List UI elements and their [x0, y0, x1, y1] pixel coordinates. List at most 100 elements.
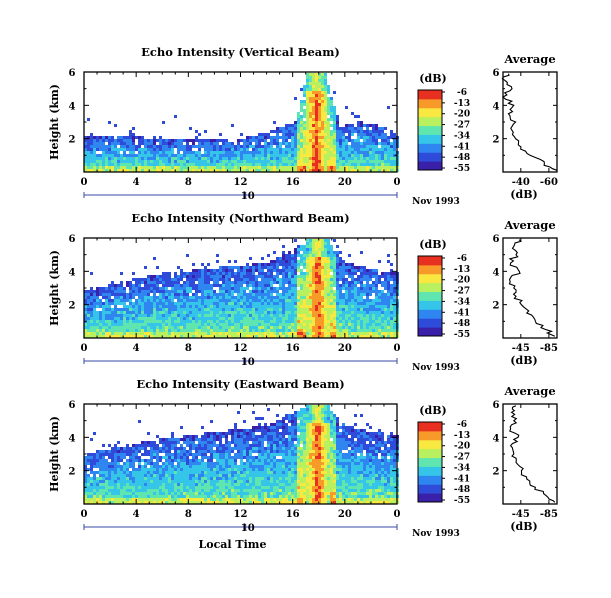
heatmap-cell	[120, 272, 123, 275]
heatmap-cell	[306, 79, 309, 82]
heatmap-cell	[225, 332, 228, 335]
heatmap-cell	[192, 163, 195, 166]
heatmap-cell	[303, 263, 306, 266]
heatmap-cell	[252, 311, 255, 314]
heatmap-cell	[96, 498, 99, 501]
heatmap-cell	[162, 495, 165, 498]
heatmap-cell	[150, 145, 153, 148]
heatmap-cell	[108, 317, 111, 320]
heatmap-cell	[390, 299, 393, 302]
heatmap-cell	[276, 296, 279, 299]
heatmap-cell	[102, 495, 105, 498]
heatmap-cell	[273, 251, 276, 254]
heatmap-cell	[117, 456, 120, 459]
heatmap-cell	[177, 480, 180, 483]
heatmap-cell	[306, 248, 309, 251]
heatmap-cell	[102, 320, 105, 323]
panel-0: Echo Intensity (Vertical Beam)0 4 8 12 16 20 0…	[48, 45, 558, 207]
heatmap-cell	[363, 169, 366, 172]
heatmap-cell	[372, 169, 375, 172]
heatmap-cell	[180, 471, 183, 474]
heatmap-cell	[282, 130, 285, 133]
heatmap-cell	[231, 284, 234, 287]
heatmap-cell	[216, 169, 219, 172]
heatmap-cell	[150, 483, 153, 486]
heatmap-cell	[333, 251, 336, 254]
heatmap-cell	[168, 148, 171, 151]
heatmap-cell	[210, 299, 213, 302]
heatmap-cell	[309, 103, 312, 106]
heatmap-cell	[207, 154, 210, 157]
heatmap-cell	[297, 293, 300, 296]
heatmap-cell	[339, 332, 342, 335]
heatmap-cell	[300, 320, 303, 323]
heatmap-cell	[174, 498, 177, 501]
heatmap-cell	[144, 311, 147, 314]
heatmap-cell	[276, 275, 279, 278]
heatmap-cell	[330, 97, 333, 100]
heatmap-cell	[141, 486, 144, 489]
heatmap-cell	[105, 471, 108, 474]
heatmap-cell	[273, 314, 276, 317]
heatmap-cell	[333, 124, 336, 127]
heatmap-cell	[225, 142, 228, 145]
heatmap-cell	[261, 272, 264, 275]
heatmap-cell	[279, 317, 282, 320]
heatmap-cell	[165, 459, 168, 462]
heatmap-cell	[165, 335, 168, 338]
heatmap-cell	[243, 314, 246, 317]
heatmap-cell	[153, 450, 156, 453]
heatmap-cell	[318, 329, 321, 332]
heatmap-cell	[180, 284, 183, 287]
heatmap-cell	[309, 130, 312, 133]
heatmap-cell	[198, 320, 201, 323]
heatmap-cell	[153, 148, 156, 151]
heatmap-cell	[180, 323, 183, 326]
panel-title: Echo Intensity (Eastward Beam)	[136, 377, 344, 391]
heatmap-cell	[213, 311, 216, 314]
heatmap-cell	[213, 272, 216, 275]
heatmap-cell	[156, 501, 159, 504]
heatmap-cell	[378, 136, 381, 139]
heatmap-cell	[216, 320, 219, 323]
heatmap-cell	[162, 311, 165, 314]
colorbar-segment	[418, 273, 442, 284]
heatmap-cell	[141, 444, 144, 447]
heatmap-cell	[219, 275, 222, 278]
heatmap-cell	[165, 323, 168, 326]
heatmap-cell	[87, 332, 90, 335]
heatmap-cell	[189, 438, 192, 441]
heatmap-cell	[324, 314, 327, 317]
heatmap-cell	[339, 317, 342, 320]
colorbar-tick-label: -48	[454, 319, 470, 329]
heatmap-cell	[291, 284, 294, 287]
heatmap-cell	[366, 278, 369, 281]
heatmap-cell	[219, 151, 222, 154]
heatmap-cell	[210, 154, 213, 157]
heatmap-cell	[156, 299, 159, 302]
heatmap-cell	[84, 151, 87, 154]
heatmap-cell	[336, 302, 339, 305]
heatmap-cell	[105, 145, 108, 148]
heatmap-cell	[240, 284, 243, 287]
heatmap-cell	[354, 308, 357, 311]
heatmap-cell	[279, 284, 282, 287]
heatmap-cell	[87, 323, 90, 326]
heatmap-cell	[327, 311, 330, 314]
heatmap-cell	[318, 326, 321, 329]
heatmap-cell	[111, 480, 114, 483]
heatmap-cell	[372, 127, 375, 130]
heatmap-cell	[252, 139, 255, 142]
heatmap-cell	[300, 103, 303, 106]
heatmap-cell	[327, 100, 330, 103]
heatmap-cell	[273, 296, 276, 299]
heatmap-cell	[312, 308, 315, 311]
heatmap-cell	[342, 260, 345, 263]
heatmap-cell	[327, 145, 330, 148]
heatmap-cell	[228, 148, 231, 151]
heatmap-cell	[270, 151, 273, 154]
heatmap-cell	[183, 275, 186, 278]
heatmap-cell	[135, 456, 138, 459]
heatmap-cell	[309, 157, 312, 160]
heatmap-cell	[225, 323, 228, 326]
